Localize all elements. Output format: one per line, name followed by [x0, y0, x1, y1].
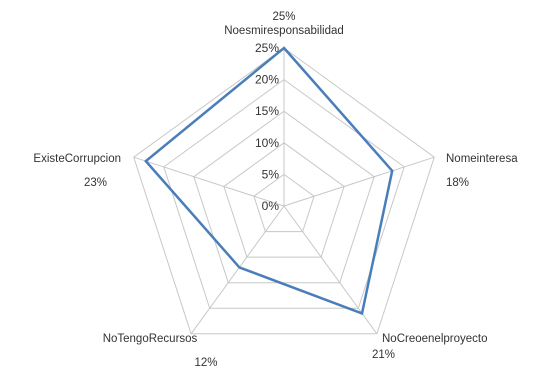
- category-label-0: Noesmiresponsabilidad: [224, 25, 344, 37]
- category-labels: Noesmiresponsabilidad 25% Nomeinteresa 18% N…: [33, 11, 518, 369]
- grid-ring-3: [193, 110, 375, 284]
- grid-ring-5: [133, 47, 435, 335]
- grid-ring-4: [163, 78, 405, 309]
- grid-layer: [133, 47, 435, 335]
- category-label-2: NoCreoenelproyecto: [382, 333, 487, 345]
- tick-label-2: 10%: [255, 136, 279, 150]
- series-line-0: [144, 46, 394, 316]
- category-label-4: ExisteCorrupcion: [33, 153, 121, 165]
- grid-spoke-3: [190, 205, 285, 335]
- value-label-3: 12%: [194, 357, 217, 369]
- tick-label-4: 20%: [255, 73, 279, 87]
- grid-spoke-4: [133, 156, 285, 207]
- tick-label-3: 15%: [255, 104, 279, 118]
- tick-label-5: 25%: [255, 41, 279, 55]
- tick-label-1: 5%: [262, 167, 280, 181]
- grid-ring-2: [223, 142, 345, 258]
- category-label-1: Nomeinteresa: [446, 153, 518, 165]
- series-layer: [144, 46, 394, 316]
- value-label-4: 23%: [84, 177, 107, 189]
- value-label-0: 25%: [272, 11, 295, 23]
- value-label-2: 21%: [372, 349, 395, 361]
- category-label-3: NoTengoRecursos: [103, 333, 198, 345]
- tick-label-0: 0%: [262, 199, 280, 213]
- tick-labels: 0% 5% 10% 15% 20% 25%: [255, 41, 279, 213]
- grid-ring-1: [253, 173, 315, 233]
- value-label-1: 18%: [446, 177, 469, 189]
- grid-spoke-1: [283, 156, 435, 207]
